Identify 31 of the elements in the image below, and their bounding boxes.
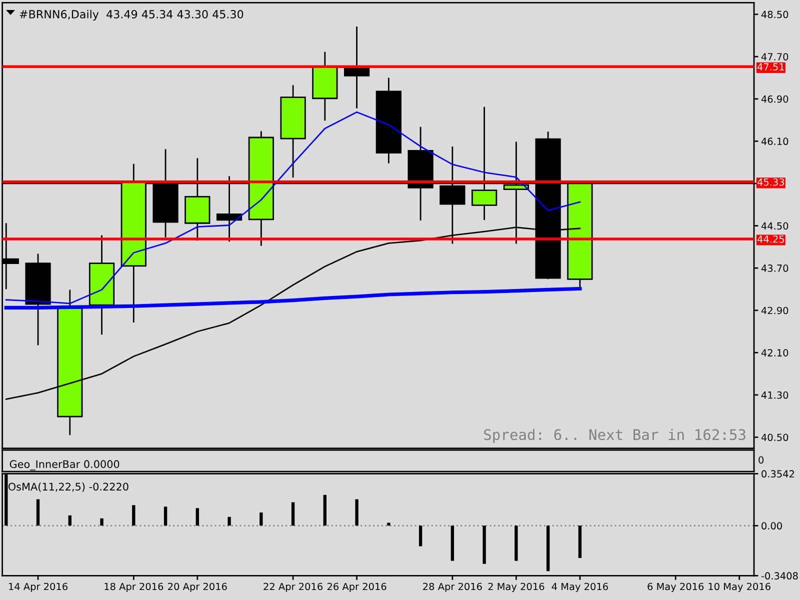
annotation: Spread: 6.. Next Bar in 162:53: [484, 428, 746, 443]
text: OsMA(11,22,5) -0.2220: [8, 482, 128, 492]
y-tick-label: 42.10: [761, 349, 788, 356]
y-tick-label: 0.3542: [762, 470, 794, 478]
y-tick-label: 0.00: [762, 522, 782, 530]
x-tick-label: 2 May 2016: [488, 582, 544, 592]
x-tick-label: 18 Apr 2016: [104, 582, 164, 592]
x-tick-label: 22 Apr 2016: [264, 582, 322, 592]
y-tick-label: 43.70: [761, 264, 788, 272]
y-tick-label: 48.50: [761, 10, 788, 18]
x-tick-label: 6 May 2016: [648, 582, 704, 592]
y-tick-label: -0.3408: [761, 572, 798, 580]
y-tick-label: 44.50: [761, 222, 788, 230]
ref-line-label: 47.51: [757, 63, 784, 70]
y-tick-label: 40.50: [761, 434, 788, 442]
ref-line-label: 45.33: [757, 178, 784, 186]
x-tick-label: 14 Apr 2016: [9, 582, 68, 592]
y-tick-label: 47.70: [761, 53, 788, 60]
text: 0: [758, 456, 764, 464]
y-tick-label: 41.30: [761, 391, 788, 399]
text: #BRNN6,Daily 43.49 45.34 43.30 45.30: [20, 10, 244, 21]
y-tick-label: 42.90: [761, 306, 788, 314]
x-tick-label: 4 May 2016: [552, 582, 608, 592]
x-tick-label: 10 May 2016: [708, 582, 770, 592]
x-tick-label: 20 Apr 2016: [168, 582, 227, 592]
ref-line-label: 44.25: [757, 235, 784, 243]
x-tick-label: 26 Apr 2016: [327, 582, 386, 592]
y-tick-label: 46.90: [761, 95, 788, 103]
text: Geo_InnerBar 0.0000: [10, 460, 120, 470]
y-tick-label: 46.10: [761, 138, 788, 146]
x-tick-label: 28 Apr 2016: [423, 582, 482, 592]
